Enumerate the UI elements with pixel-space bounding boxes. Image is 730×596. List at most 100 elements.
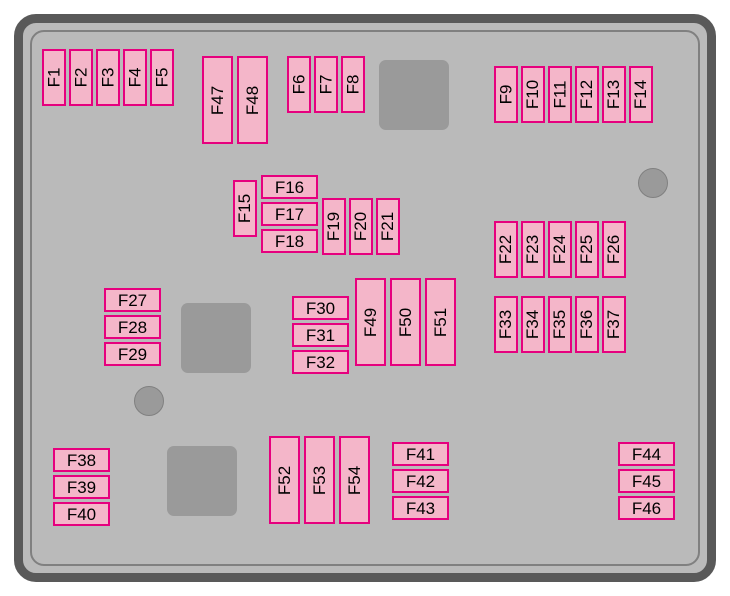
fuse-f47: F47 <box>202 56 233 144</box>
fuse-f26: F26 <box>602 221 626 278</box>
fuse-f8: F8 <box>341 56 365 113</box>
fuse-f13: F13 <box>602 66 626 123</box>
fuse-f35: F35 <box>548 296 572 353</box>
fuse-label: F9 <box>498 85 515 105</box>
fuse-label: F29 <box>118 346 147 363</box>
fuse-label: F44 <box>632 446 661 463</box>
fuse-label: F3 <box>100 68 117 88</box>
relay-top <box>379 60 449 130</box>
fuse-f2: F2 <box>69 49 93 106</box>
fuse-label: F25 <box>579 235 596 264</box>
fuse-label: F26 <box>606 235 623 264</box>
fuse-f7: F7 <box>314 56 338 113</box>
fuse-f50: F50 <box>390 278 421 366</box>
fuse-f11: F11 <box>548 66 572 123</box>
fuse-f1: F1 <box>42 49 66 106</box>
fuse-label: F15 <box>237 194 254 223</box>
fuse-label: F52 <box>276 465 293 494</box>
fuse-label: F35 <box>552 310 569 339</box>
fuse-label: F7 <box>318 75 335 95</box>
fuse-f19: F19 <box>322 198 346 255</box>
circle-mid-left <box>134 386 164 416</box>
fuse-label: F18 <box>275 233 304 250</box>
fuse-label: F22 <box>498 235 515 264</box>
fuse-label: F20 <box>353 212 370 241</box>
fuse-f16: F16 <box>261 175 318 199</box>
fuse-label: F46 <box>632 500 661 517</box>
fuse-f30: F30 <box>292 296 349 320</box>
relay-mid <box>181 303 251 373</box>
fuse-f52: F52 <box>269 436 300 524</box>
fuse-label: F37 <box>606 310 623 339</box>
fuse-label: F12 <box>579 80 596 109</box>
fuse-label: F19 <box>326 212 343 241</box>
fuse-label: F11 <box>552 80 569 108</box>
fuse-label: F30 <box>306 300 335 317</box>
fuse-label: F43 <box>406 500 435 517</box>
fuse-f39: F39 <box>53 475 110 499</box>
fuse-label: F27 <box>118 292 147 309</box>
fuse-f53: F53 <box>304 436 335 524</box>
fuse-f33: F33 <box>494 296 518 353</box>
fuse-f22: F22 <box>494 221 518 278</box>
fuse-f54: F54 <box>339 436 370 524</box>
fuse-label: F49 <box>362 307 379 336</box>
fuse-f51: F51 <box>425 278 456 366</box>
fuse-f17: F17 <box>261 202 318 226</box>
relay-bottom <box>167 446 237 516</box>
fuse-label: F36 <box>579 310 596 339</box>
fuse-f28: F28 <box>104 315 161 339</box>
fuse-label: F45 <box>632 473 661 490</box>
fuse-f36: F36 <box>575 296 599 353</box>
fuse-f25: F25 <box>575 221 599 278</box>
fuse-label: F13 <box>606 80 623 109</box>
fuse-label: F28 <box>118 319 147 336</box>
fuse-label: F33 <box>498 310 515 339</box>
fuse-label: F21 <box>380 212 397 241</box>
fuse-label: F40 <box>67 506 96 523</box>
fuse-label: F16 <box>275 179 304 196</box>
fuse-label: F34 <box>525 310 542 339</box>
fuse-f4: F4 <box>123 49 147 106</box>
fuse-f10: F10 <box>521 66 545 123</box>
fuse-f46: F46 <box>618 496 675 520</box>
fuse-label: F39 <box>67 479 96 496</box>
fuse-f27: F27 <box>104 288 161 312</box>
fuse-f29: F29 <box>104 342 161 366</box>
fuse-label: F42 <box>406 473 435 490</box>
fuse-box-diagram: F1F2F3F4F5F47F48F6F7F8F9F10F11F12F13F14F… <box>0 0 730 596</box>
fuse-f3: F3 <box>96 49 120 106</box>
fuse-f42: F42 <box>392 469 449 493</box>
fuse-f43: F43 <box>392 496 449 520</box>
fuse-label: F4 <box>127 68 144 88</box>
fuse-label: F38 <box>67 452 96 469</box>
fuse-f5: F5 <box>150 49 174 106</box>
fuse-f12: F12 <box>575 66 599 123</box>
fuse-f49: F49 <box>355 278 386 366</box>
fuse-f24: F24 <box>548 221 572 278</box>
fuse-f31: F31 <box>292 323 349 347</box>
fuse-f40: F40 <box>53 502 110 526</box>
circle-top-right <box>638 168 668 198</box>
fuse-f44: F44 <box>618 442 675 466</box>
fuse-label: F1 <box>46 68 63 88</box>
fuse-label: F47 <box>209 85 226 114</box>
fuse-label: F2 <box>73 68 90 88</box>
fuse-label: F48 <box>244 85 261 114</box>
fuse-f9: F9 <box>494 66 518 123</box>
fuse-f14: F14 <box>629 66 653 123</box>
fuse-label: F54 <box>346 465 363 494</box>
fuse-label: F51 <box>432 307 449 336</box>
fuse-f32: F32 <box>292 350 349 374</box>
fuse-label: F8 <box>345 75 362 95</box>
fuse-label: F50 <box>397 307 414 336</box>
fuse-f21: F21 <box>376 198 400 255</box>
fuse-label: F24 <box>552 235 569 264</box>
fuse-f37: F37 <box>602 296 626 353</box>
fuse-f48: F48 <box>237 56 268 144</box>
fuse-label: F41 <box>406 446 435 463</box>
fuse-f20: F20 <box>349 198 373 255</box>
fuse-label: F5 <box>154 68 171 88</box>
fuse-f45: F45 <box>618 469 675 493</box>
fuse-label: F10 <box>525 80 542 109</box>
